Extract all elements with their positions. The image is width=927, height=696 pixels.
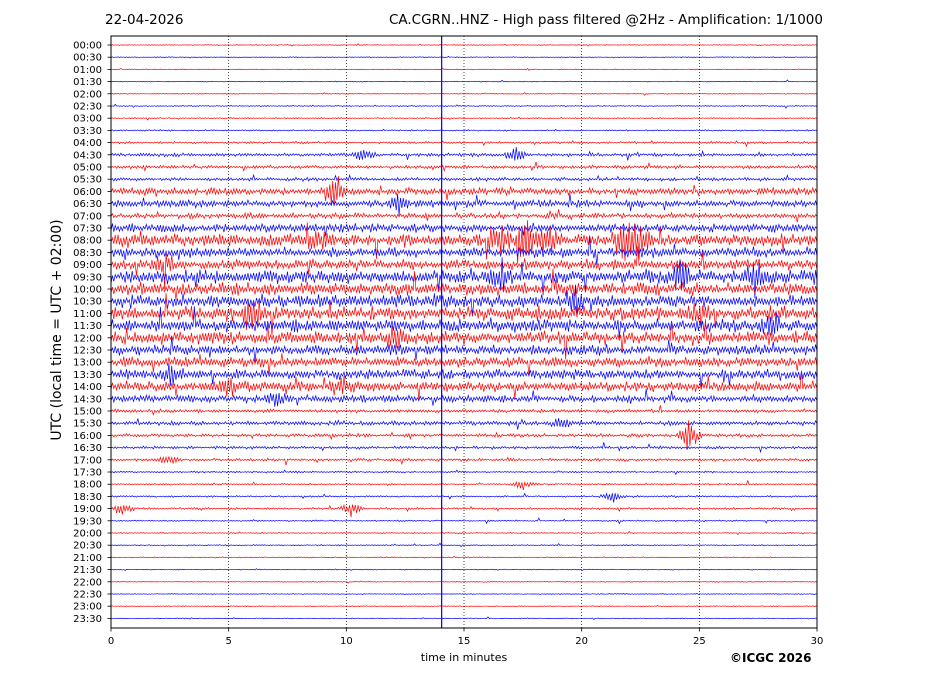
y-tick-label: 11:00 (73, 309, 102, 320)
y-tick-label: 06:30 (73, 199, 102, 210)
trace-line-1730 (110, 469, 818, 476)
date-label: 22-04-2026 (105, 12, 184, 28)
trace-line-0230 (110, 103, 818, 109)
y-tick-label: 06:00 (73, 187, 102, 198)
trace-line-0500 (110, 161, 818, 173)
y-tick-label: 16:30 (73, 443, 102, 454)
y-tick-label: 21:30 (73, 565, 102, 576)
y-tick-label: 04:30 (73, 150, 102, 161)
x-tick-label: 15 (458, 636, 471, 647)
y-tick-label: 01:00 (73, 65, 102, 76)
y-tick-label: 05:00 (73, 163, 102, 174)
trace-line-2030 (110, 542, 818, 548)
y-tick-label: 22:30 (73, 590, 102, 601)
trace-line-0930 (110, 257, 818, 299)
x-tick-label: 5 (225, 636, 231, 647)
trace-line-1930 (110, 517, 818, 525)
y-tick-label: 13:30 (73, 370, 102, 381)
trace-line-0730 (110, 222, 818, 237)
trace-line-0830 (110, 236, 818, 265)
trace-line-1430 (110, 388, 818, 407)
y-tick-label: 03:30 (73, 126, 102, 137)
y-tick-label: 20:30 (73, 541, 102, 552)
trace-line-1800 (110, 479, 818, 490)
trace-line-2130 (110, 568, 818, 571)
x-tick-label: 20 (575, 636, 588, 647)
y-tick-label: 01:30 (73, 77, 102, 88)
y-tick-label: 23:00 (73, 602, 102, 613)
y-tick-label: 00:30 (73, 53, 102, 64)
y-tick-label: 18:30 (73, 492, 102, 503)
y-tick-label: 12:00 (73, 333, 102, 344)
trace-line-1500 (110, 405, 818, 416)
y-tick-label: 18:00 (73, 480, 102, 491)
trace-line-1230 (110, 336, 818, 363)
y-tick-label: 08:00 (73, 236, 102, 247)
y-tick-label: 17:30 (73, 468, 102, 479)
trace-line-1830 (110, 492, 818, 503)
y-tick-label: 11:30 (73, 321, 102, 332)
y-tick-label: 08:30 (73, 248, 102, 259)
y-tick-label: 23:30 (73, 614, 102, 625)
y-tick-label: 13:00 (73, 358, 102, 369)
trace-line-2200 (110, 580, 818, 584)
y-tick-label: 15:00 (73, 407, 102, 418)
trace-line-0900 (110, 246, 818, 289)
trace-line-1330 (110, 363, 818, 387)
y-tick-label: 02:00 (73, 89, 102, 100)
y-tick-label: 12:30 (73, 346, 102, 357)
y-tick-label: 15:30 (73, 419, 102, 430)
y-tick-label: 07:00 (73, 211, 102, 222)
copyright-label: ©ICGC 2026 (730, 651, 812, 665)
x-tick-label: 25 (693, 636, 706, 647)
trace-line-2100 (110, 555, 818, 559)
y-tick-label: 05:30 (73, 175, 102, 186)
trace-line-1700 (110, 455, 818, 466)
trace-line-0330 (110, 128, 818, 132)
y-tick-label: 20:00 (73, 529, 102, 540)
trace-line-0400 (110, 140, 818, 148)
chart-title: CA.CGRN..HNZ - High pass filtered @2Hz -… (388, 12, 823, 28)
y-tick-label: 14:30 (73, 394, 102, 405)
y-tick-label: 07:30 (73, 224, 102, 235)
y-tick-label: 00:00 (73, 41, 102, 52)
trace-line-0700 (110, 209, 818, 223)
y-tick-label: 10:00 (73, 285, 102, 296)
trace-line-2000 (110, 530, 818, 536)
y-tick-label: 14:00 (73, 382, 102, 393)
y-tick-label: 10:30 (73, 297, 102, 308)
y-tick-label: 09:30 (73, 272, 102, 283)
y-tick-label: 02:30 (73, 102, 102, 113)
y-tick-label: 04:00 (73, 138, 102, 149)
x-tick-label: 30 (811, 636, 824, 647)
y-tick-label: 21:00 (73, 553, 102, 564)
y-tick-label: 09:00 (73, 260, 102, 271)
plot-frame (110, 35, 818, 629)
y-tick-label: 16:00 (73, 431, 102, 442)
x-tick-label: 0 (108, 636, 114, 647)
x-axis-label: time in minutes (420, 651, 508, 664)
trace-line-0430 (110, 147, 818, 161)
y-tick-label: 19:00 (73, 504, 102, 515)
y-tick-label: 19:30 (73, 516, 102, 527)
y-tick-label: 03:00 (73, 114, 102, 125)
y-tick-label: 22:00 (73, 577, 102, 588)
x-tick-label: 10 (340, 636, 353, 647)
trace-line-1900 (110, 503, 818, 518)
y-tick-label: 17:00 (73, 455, 102, 466)
